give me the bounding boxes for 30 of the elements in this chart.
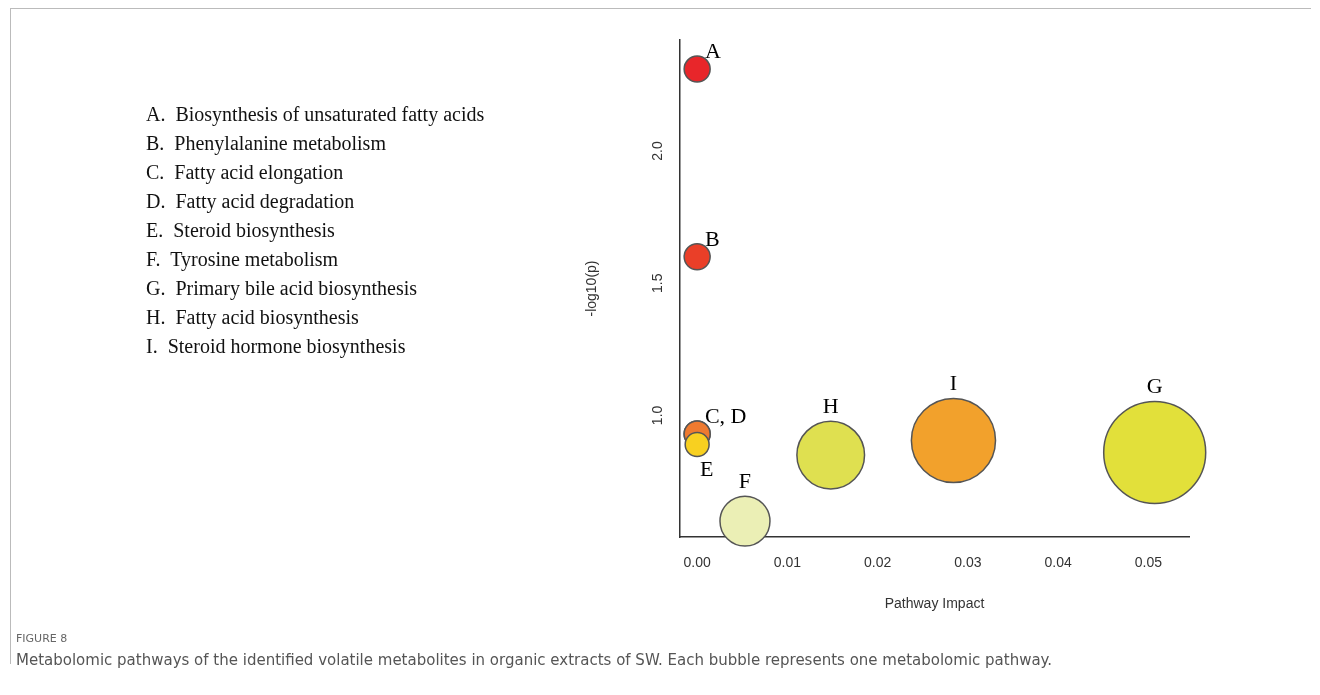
annotation: B xyxy=(704,225,720,251)
text: A. Biosynthesis of unsaturated fatty acids xyxy=(146,102,485,128)
text: FIGURE 8 xyxy=(16,632,69,645)
annotation: E xyxy=(699,456,714,482)
y-tick-label: 2.0 xyxy=(648,141,665,161)
text: B. Phenylalanine metabolism xyxy=(146,131,387,157)
annotation: F xyxy=(738,467,752,493)
x-tick-label: 0.01 xyxy=(773,554,802,571)
text: G. Primary bile acid biosynthesis xyxy=(146,276,419,302)
annotation: A xyxy=(704,37,721,63)
text: I. Steroid hormone biosynthesis xyxy=(146,334,407,360)
text: Metabolomic pathways of the identified volatile metabolites in organic extracts of SW. Each bubble represents one metabolomic pathway. xyxy=(16,651,1053,669)
x-axis-title: Pathway Impact xyxy=(884,595,985,612)
text: C. Fatty acid elongation xyxy=(146,160,345,186)
text: E. Steroid biosynthesis xyxy=(146,218,336,244)
x-tick-label: 0.03 xyxy=(954,554,982,571)
x-tick-label: 0.00 xyxy=(683,554,711,571)
y-tick-label: 1.0 xyxy=(648,405,665,426)
text: H. Fatty acid biosynthesis xyxy=(146,305,360,331)
y-tick-label: 1.5 xyxy=(648,273,665,293)
annotation: H xyxy=(822,393,839,418)
annotation: I xyxy=(949,370,958,396)
x-tick-label: 0.04 xyxy=(1044,554,1072,571)
y-axis-title: -log10(p) xyxy=(583,260,600,317)
annotation: G xyxy=(1146,373,1163,399)
text: D. Fatty acid degradation xyxy=(146,189,356,215)
text: F. Tyrosine metabolism xyxy=(146,247,340,273)
x-tick-label: 0.02 xyxy=(864,554,892,571)
x-tick-label: 0.05 xyxy=(1134,554,1163,571)
annotation: C, D xyxy=(704,402,747,428)
